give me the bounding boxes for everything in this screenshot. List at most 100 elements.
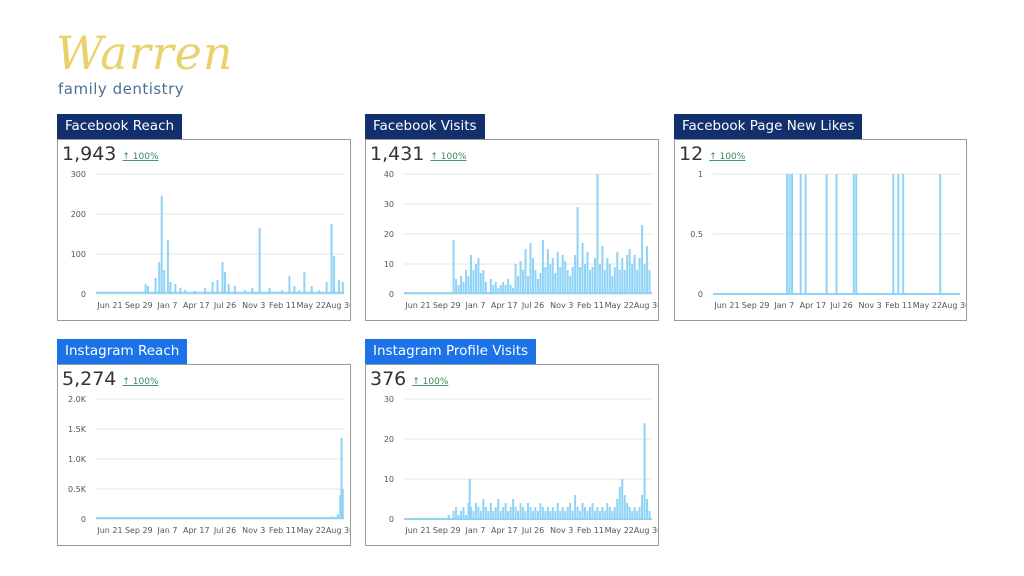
bar bbox=[591, 267, 594, 294]
bar bbox=[119, 518, 122, 519]
bar bbox=[216, 280, 219, 294]
bar bbox=[569, 503, 572, 519]
bar bbox=[788, 174, 791, 294]
y-tick-label: 0.5 bbox=[690, 230, 703, 239]
x-tick-label: Feb 11 bbox=[269, 526, 296, 535]
chart-ig-profile: 376 ↑ 100% 0 10 20 30 Jun 21 Sep 29 Jan 7 Apr 17 J… bbox=[370, 368, 658, 535]
bar bbox=[154, 278, 157, 294]
x-tick-label: Sep 29 bbox=[125, 526, 153, 535]
bar bbox=[561, 507, 564, 519]
y-tick-label: 0.5K bbox=[68, 485, 87, 494]
bar bbox=[251, 288, 254, 294]
bar bbox=[469, 255, 472, 294]
y-tick-label: 1 bbox=[698, 170, 703, 179]
bar bbox=[566, 507, 569, 519]
kpi-total: 376 bbox=[370, 368, 406, 390]
bar bbox=[487, 511, 490, 519]
bar bbox=[576, 207, 579, 294]
bar bbox=[531, 511, 534, 519]
bar bbox=[243, 290, 246, 294]
bar bbox=[536, 511, 539, 519]
x-tick-label: Nov 3 bbox=[242, 526, 265, 535]
x-tick-label: Nov 3 bbox=[550, 526, 573, 535]
bar bbox=[452, 240, 455, 294]
bar bbox=[641, 225, 644, 294]
x-tick-label: Apr 17 bbox=[800, 301, 827, 310]
x-tick-label: Jul 26 bbox=[213, 526, 236, 535]
bar bbox=[174, 284, 177, 294]
bar bbox=[514, 507, 517, 519]
y-tick-label: 10 bbox=[384, 475, 394, 484]
bar bbox=[243, 517, 246, 519]
bar bbox=[618, 487, 621, 519]
bar bbox=[507, 279, 510, 294]
x-tick-label: Feb 11 bbox=[577, 526, 604, 535]
x-tick-label: May 22 bbox=[605, 301, 634, 310]
bar bbox=[569, 276, 572, 294]
bar bbox=[330, 224, 333, 294]
bar bbox=[147, 286, 150, 294]
y-tick-label: 200 bbox=[71, 210, 86, 219]
bar bbox=[606, 503, 609, 519]
bar bbox=[623, 495, 626, 519]
bar bbox=[574, 495, 577, 519]
bar bbox=[628, 249, 631, 294]
bar bbox=[206, 517, 209, 519]
bar bbox=[509, 507, 512, 519]
x-tick-label: Jun 21 bbox=[404, 301, 430, 310]
bar bbox=[571, 511, 574, 519]
x-tick-label: Jun 21 bbox=[404, 526, 430, 535]
x-tick-label: Jun 21 bbox=[96, 526, 122, 535]
bar bbox=[586, 252, 589, 294]
x-tick-label: Jun 21 bbox=[713, 301, 739, 310]
bar bbox=[593, 511, 596, 519]
bar bbox=[566, 270, 569, 294]
kpi-change: ↑ 100% bbox=[430, 152, 467, 162]
bar bbox=[618, 270, 621, 294]
bar bbox=[581, 243, 584, 294]
bar bbox=[623, 270, 626, 294]
x-tick-label: Feb 11 bbox=[269, 301, 296, 310]
bar bbox=[132, 517, 135, 519]
bar bbox=[536, 279, 539, 294]
y-tick-label: 0 bbox=[81, 515, 86, 524]
bar bbox=[593, 258, 596, 294]
x-tick-label: Apr 17 bbox=[183, 526, 210, 535]
y-tick-label: 0 bbox=[81, 290, 86, 299]
bar bbox=[221, 262, 224, 294]
bar bbox=[512, 288, 515, 294]
bar bbox=[559, 511, 562, 519]
bar bbox=[204, 288, 207, 294]
y-tick-label: 30 bbox=[384, 200, 394, 209]
bar bbox=[181, 517, 184, 519]
bar bbox=[467, 503, 470, 519]
bar bbox=[549, 264, 552, 294]
bar bbox=[468, 479, 471, 519]
bar bbox=[539, 273, 542, 294]
bar bbox=[303, 272, 306, 294]
bar bbox=[509, 285, 512, 294]
x-tick-label: Nov 3 bbox=[859, 301, 882, 310]
panel-title-fb-reach: Facebook Reach bbox=[57, 114, 183, 139]
bar bbox=[556, 252, 559, 294]
bar bbox=[564, 511, 567, 519]
panel-title-fb-visits: Facebook Visits bbox=[365, 114, 485, 139]
bar bbox=[268, 517, 271, 519]
bar bbox=[902, 174, 905, 294]
x-tick-label: Feb 11 bbox=[577, 301, 604, 310]
bar bbox=[184, 290, 187, 294]
bar bbox=[455, 507, 458, 519]
x-tick-label: May 22 bbox=[297, 526, 326, 535]
bar bbox=[462, 282, 465, 294]
bar bbox=[160, 196, 163, 294]
x-tick-label: May 22 bbox=[605, 526, 634, 535]
kpi-change: ↑ 100% bbox=[412, 377, 449, 387]
bar bbox=[541, 240, 544, 294]
bar bbox=[791, 174, 794, 294]
bar bbox=[494, 507, 497, 519]
bar bbox=[499, 511, 502, 519]
bar bbox=[606, 258, 609, 294]
bar bbox=[504, 503, 507, 519]
bar bbox=[586, 511, 589, 519]
bar bbox=[341, 489, 344, 519]
